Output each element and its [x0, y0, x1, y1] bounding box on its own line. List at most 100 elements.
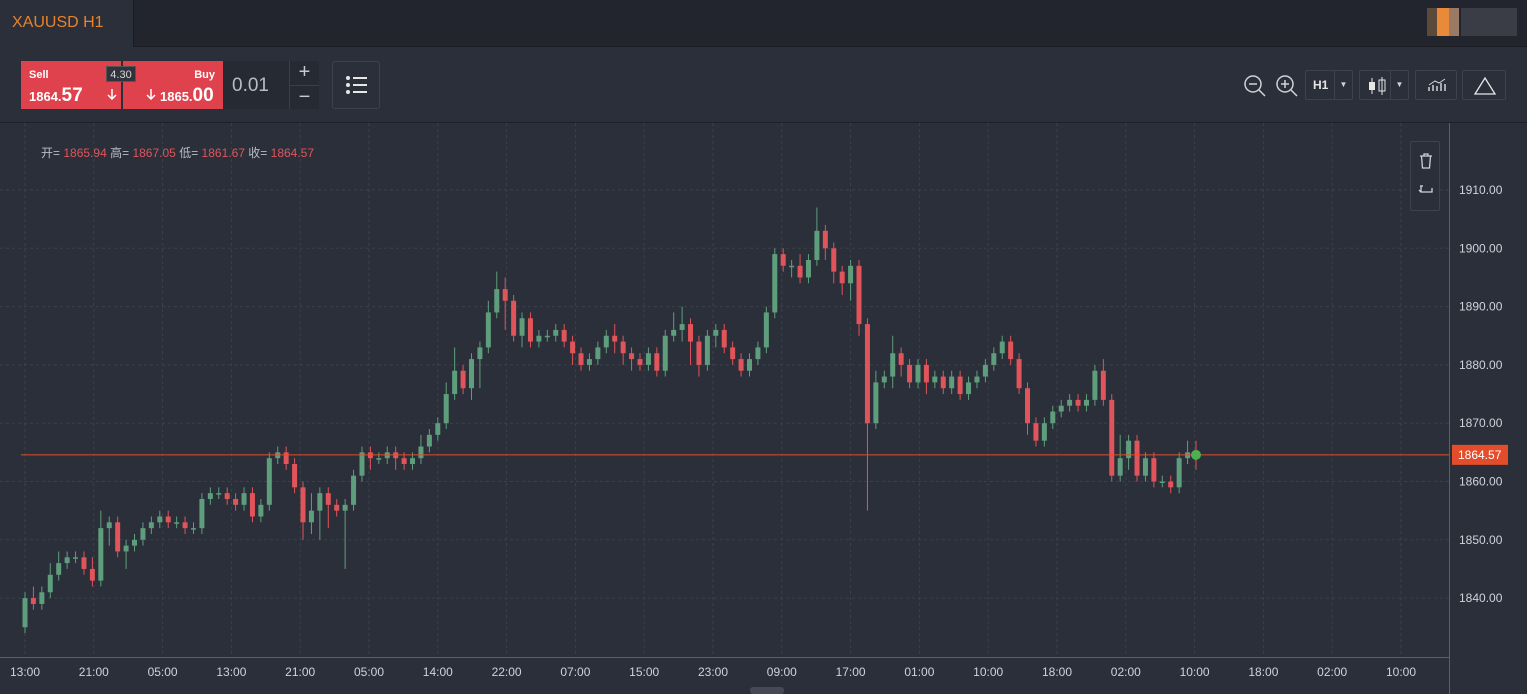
candle-body: [603, 335, 609, 348]
candle-body: [561, 329, 567, 342]
ohlc-readout: 开= 1865.94 高= 1867.05 低= 1861.67 收= 1864…: [41, 144, 314, 161]
sell-price-small: 1864.: [29, 89, 62, 104]
candle-body: [527, 318, 533, 342]
candle-body: [780, 254, 786, 266]
candle-body: [1151, 458, 1157, 482]
candle-body: [864, 324, 870, 424]
candle-body: [797, 265, 803, 278]
y-tick-label: 1860.00: [1459, 475, 1503, 489]
x-tick-label: 02:00: [1111, 665, 1141, 679]
x-tick-label: 14:00: [423, 665, 453, 679]
candle-body: [940, 376, 946, 389]
candle-body: [190, 528, 196, 530]
candle-body: [249, 493, 255, 517]
candle-body: [662, 335, 668, 371]
candle-body: [578, 353, 584, 365]
candle-body: [165, 516, 171, 523]
candle-body: [553, 329, 559, 336]
candle-body: [64, 557, 70, 564]
candle-body: [292, 464, 298, 488]
indicators-icon: [1428, 78, 1446, 91]
candle-body: [174, 522, 180, 524]
candle-body: [140, 528, 146, 540]
symbol-tab[interactable]: XAUUSD H1: [0, 0, 134, 47]
candle-body: [148, 522, 154, 529]
candle-body: [982, 364, 988, 377]
x-tick-label: 13:00: [10, 665, 40, 679]
lot-size-input[interactable]: 0.01: [223, 61, 289, 109]
candle-body: [856, 265, 862, 325]
trash-icon[interactable]: [1417, 152, 1435, 170]
plot-area: [0, 123, 1449, 657]
candle-body: [182, 522, 188, 529]
candle-body: [123, 545, 129, 552]
candle-body: [199, 498, 205, 529]
candle-body: [789, 265, 795, 268]
list-icon: [346, 76, 367, 94]
sell-button[interactable]: Sell 1864.57: [21, 61, 121, 109]
candle-body: [966, 382, 972, 395]
candle-body: [115, 522, 121, 552]
candle-body: [1067, 399, 1073, 406]
candle-body: [342, 504, 348, 511]
candle-body: [132, 539, 138, 546]
candle-body: [688, 324, 694, 342]
candle-body: [679, 324, 685, 330]
timeframe-select[interactable]: H1 ▼: [1305, 70, 1353, 100]
high-label: 高=: [110, 146, 130, 160]
chart-type-select[interactable]: ▼: [1359, 70, 1409, 100]
candle-body: [1025, 388, 1031, 424]
x-tick-label: 15:00: [629, 665, 659, 679]
x-tick-label: 05:00: [148, 665, 178, 679]
x-tick-label: 01:00: [904, 665, 934, 679]
candle-body: [418, 446, 424, 459]
candle-body: [485, 312, 491, 348]
candle-body: [873, 382, 879, 424]
lot-increase-button[interactable]: +: [298, 61, 311, 83]
candlestick-icon: [1369, 77, 1386, 95]
candle-body: [216, 493, 222, 495]
candle-body: [157, 516, 163, 523]
x-tick-label: 23:00: [698, 665, 728, 679]
candle-body: [300, 487, 306, 523]
x-tick-label: 18:00: [1042, 665, 1072, 679]
candle-body: [763, 312, 769, 348]
indicators-button[interactable]: [1415, 70, 1457, 100]
y-tick-label: 1870.00: [1459, 416, 1503, 430]
order-list-button[interactable]: [332, 61, 380, 109]
x-tick-label: 05:00: [354, 665, 384, 679]
candle-body: [1117, 458, 1123, 476]
candle-body: [949, 376, 955, 389]
chevron-down-icon: ▼: [1390, 71, 1408, 99]
drawing-triangle-icon: [1473, 76, 1497, 95]
undo-icon[interactable]: [1417, 182, 1435, 200]
candle-body: [814, 230, 820, 260]
x-tick-label: 18:00: [1248, 665, 1278, 679]
candle-body: [595, 347, 601, 360]
chevron-down-icon: ▼: [1334, 71, 1352, 99]
x-tick-label: 09:00: [767, 665, 797, 679]
candle-body: [81, 557, 87, 569]
spread-badge: 4.30: [106, 66, 136, 82]
candle-body: [654, 353, 660, 371]
timeframe-value: H1: [1313, 78, 1329, 92]
zoom-in-icon[interactable]: [1274, 73, 1300, 99]
arrow-down-icon: [146, 89, 156, 101]
candle-body: [637, 359, 643, 365]
current-price-tag: [1452, 444, 1508, 465]
symbol-tab-title: XAUUSD H1: [12, 14, 104, 31]
candle-body: [39, 592, 45, 604]
candle-body: [536, 335, 542, 342]
sell-label: Sell: [29, 69, 49, 81]
zoom-out-icon[interactable]: [1242, 73, 1268, 99]
price-chart[interactable]: 1910.00 1900.00 1890.00 1880.00 1870.00 1860.…: [0, 123, 1527, 694]
sell-price-big: 57: [61, 85, 83, 106]
candle-body: [317, 493, 323, 511]
buy-button[interactable]: Buy 1865.00: [123, 61, 223, 109]
candle-body: [822, 230, 828, 249]
lot-decrease-button[interactable]: −: [290, 85, 319, 109]
drawing-tools-button[interactable]: [1462, 70, 1506, 100]
candle-body: [907, 364, 913, 383]
x-tick-label: 02:00: [1317, 665, 1347, 679]
candle-body: [932, 376, 938, 383]
